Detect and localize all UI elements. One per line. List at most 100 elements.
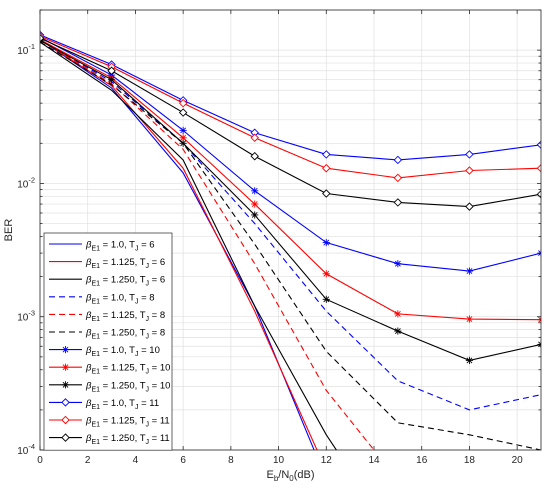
series-10-point [465,150,474,159]
series-line-11 [40,35,541,179]
series-9-point [322,295,330,303]
legend-label: βE1 = 1.250, TJ = 6 [85,275,165,288]
series-8-point [465,315,474,323]
y-tick-exponent: -1 [28,42,35,51]
series-line-4 [40,39,541,411]
legend-label: βE1 = 1.125, TJ = 10 [85,363,170,376]
series-12-point [393,198,403,207]
series-11-point [536,163,541,173]
series-10-point [322,150,331,159]
series-12-point [178,108,188,117]
series-9-point [394,327,402,335]
x-tick-label: 0 [37,455,43,466]
legend-entry: βE1 = 1.125, TJ = 8 [49,310,165,323]
y-tick-base: 10 [17,313,29,324]
y-tick-label: 10-3 [17,309,35,324]
legend-entry: βE1 = 1.250, TJ = 8 [49,328,165,341]
y-tick-exponent: -4 [28,442,35,451]
legend-label: βE1 = 1.0, TJ = 8 [85,292,155,305]
x-axis-label: Eb/N0(dB) [266,469,314,483]
x-tick-label: 2 [85,455,91,466]
legend-entry: βE1 = 1.250, TJ = 10 [49,380,170,393]
x-tick-label: 16 [416,455,428,466]
legend-marker [61,398,70,407]
series-line-10 [40,34,541,161]
axes-box [39,9,542,451]
series-10-point [393,155,403,165]
series-7-point [251,187,259,195]
series-9-point [107,76,116,84]
y-tick-base: 10 [17,179,29,190]
y-tick-label: 10-4 [17,442,35,457]
series-9-point [251,211,259,219]
x-tick-label: 10 [273,455,285,466]
series-11-point [393,173,403,183]
legend-label: βE1 = 1.0, TJ = 6 [85,240,155,253]
x-tick-label: 6 [180,455,186,466]
legend-label: βE1 = 1.125, TJ = 8 [85,310,165,323]
series-line-7 [40,36,541,272]
legend-marker [61,346,70,354]
legend-label: βE1 = 1.125, TJ = 11 [85,416,170,429]
series-12-point [40,33,45,43]
x-tick-label: 12 [321,455,333,466]
series-line-12 [40,37,541,208]
y-tick-exponent: -2 [28,175,35,184]
series-8-point [394,310,402,318]
series-line-3 [40,41,338,450]
y-tick-base: 10 [17,46,29,57]
grid [39,9,541,451]
series-line-9 [40,40,541,361]
series-9-point [179,139,187,147]
series-12-point [322,189,331,198]
y-tick-base: 10 [17,446,29,457]
legend-label: βE1 = 1.250, TJ = 11 [85,433,170,446]
legend-entry: βE1 = 1.0, TJ = 10 [49,345,160,358]
series-7-point [322,238,330,247]
y-axis-label: BER [3,219,15,242]
legend-label: βE1 = 1.0, TJ = 11 [85,398,159,411]
series-12-point [250,151,259,161]
legend-marker [61,433,70,442]
y-tick-exponent: -3 [28,309,35,318]
legend: βE1 = 1.0, TJ = 6 βE1 = 1.125, TJ = 6 βE1 … [43,232,173,451]
series-line-6 [40,41,541,450]
legend-label: βE1 = 1.250, TJ = 10 [85,380,170,393]
series-7-point [394,260,402,268]
legend-entry: βE1 = 1.0, TJ = 6 [49,240,155,253]
legend-label: βE1 = 1.125, TJ = 6 [85,257,165,270]
y-tick-label: 10-2 [17,175,35,190]
legend-entry: βE1 = 1.0, TJ = 8 [49,292,155,305]
series-8-point [537,316,541,324]
legend-label: βE1 = 1.250, TJ = 8 [85,328,165,341]
legend-label: βE1 = 1.0, TJ = 10 [85,345,160,358]
x-tick-label: 18 [464,455,476,466]
series-7-point [465,267,474,275]
series-12-point [107,66,116,76]
series-11-point [322,163,331,173]
series-11-point [465,166,474,175]
x-tick-label: 20 [512,455,524,466]
legend-box [43,232,173,451]
x-tick-label: 14 [368,455,380,466]
legend-marker [61,381,70,389]
legend-marker [61,363,70,371]
legend-entry: βE1 = 1.250, TJ = 11 [49,433,170,446]
series-12-point [465,202,474,211]
legend-entry: βE1 = 1.0, TJ = 11 [49,398,159,411]
x-tick-label: 8 [228,455,234,466]
series-11-point [178,98,188,108]
series-8-point [251,200,259,208]
series-9-point [465,356,474,365]
y-tick-label: 10-1 [17,42,35,57]
series-line-5 [40,39,375,450]
series-line-8 [40,39,541,321]
legend-entry: βE1 = 1.125, TJ = 10 [49,363,170,376]
series-7-point [179,126,187,134]
legend-entry: βE1 = 1.125, TJ = 11 [49,416,170,429]
x-tick-label: 4 [133,455,139,466]
series-8-point [322,270,330,278]
legend-marker [61,415,70,425]
